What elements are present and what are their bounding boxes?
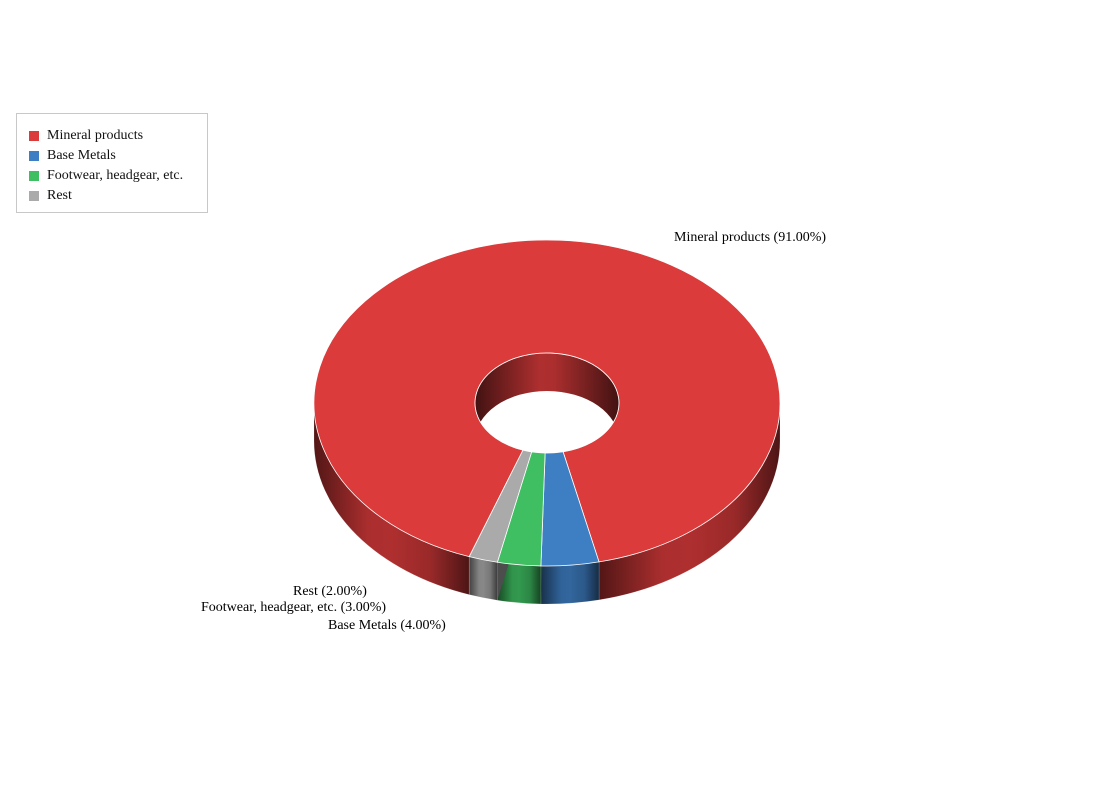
- data-label: Footwear, headgear, etc. (3.00%): [201, 600, 386, 615]
- donut-slices: [313, 239, 781, 567]
- data-label: Base Metals (4.00%): [328, 618, 446, 633]
- legend-item-footwear[interactable]: Footwear, headgear, etc.: [29, 166, 207, 186]
- legend-swatch: [29, 131, 39, 141]
- legend-swatch: [29, 191, 39, 201]
- data-labels: Mineral products (91.00%) Base Metals (4.…: [201, 230, 826, 633]
- slice-outer-wall: [468, 556, 498, 601]
- legend-swatch: [29, 171, 39, 181]
- slice-outer-wall: [540, 561, 600, 605]
- legend-item-rest[interactable]: Rest: [29, 186, 207, 206]
- legend-swatch: [29, 151, 39, 161]
- legend-label: Footwear, headgear, etc.: [47, 168, 184, 183]
- data-label: Mineral products (91.00%): [674, 230, 826, 245]
- legend-label: Mineral products: [47, 128, 144, 143]
- legend: Mineral products Base Metals Footwear, h…: [16, 113, 208, 213]
- slice-inner-wall: [475, 353, 619, 441]
- donut-hole-rim: [474, 352, 620, 454]
- data-label: Rest (2.00%): [293, 584, 367, 599]
- legend-item-base-metals[interactable]: Base Metals: [29, 146, 207, 166]
- legend-label: Rest: [47, 188, 72, 203]
- legend-item-mineral-products[interactable]: Mineral products: [29, 126, 207, 146]
- donut-inner-walls: [475, 353, 619, 441]
- legend-label: Base Metals: [47, 148, 116, 163]
